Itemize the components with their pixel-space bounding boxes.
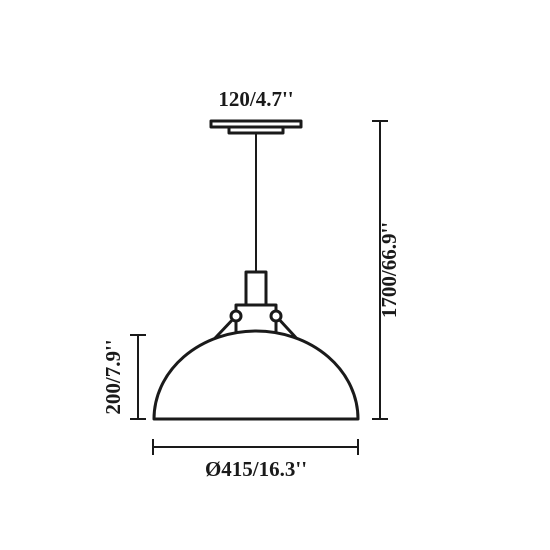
pendant-lamp-dimensional-drawing: 120/4.7'' 1700/66.9'' 200/7.9'' Ø415/16.3'' [0, 0, 550, 550]
dimension-labels: 120/4.7'' 1700/66.9'' 200/7.9'' Ø415/16.3'' [101, 87, 401, 481]
lamp-outline [154, 121, 358, 419]
label-ceiling-width: 120/4.7'' [218, 87, 293, 111]
label-shade-diameter: Ø415/16.3'' [205, 457, 307, 481]
label-total-height: 1700/66.9'' [377, 222, 401, 318]
label-shade-height: 200/7.9'' [101, 339, 125, 414]
